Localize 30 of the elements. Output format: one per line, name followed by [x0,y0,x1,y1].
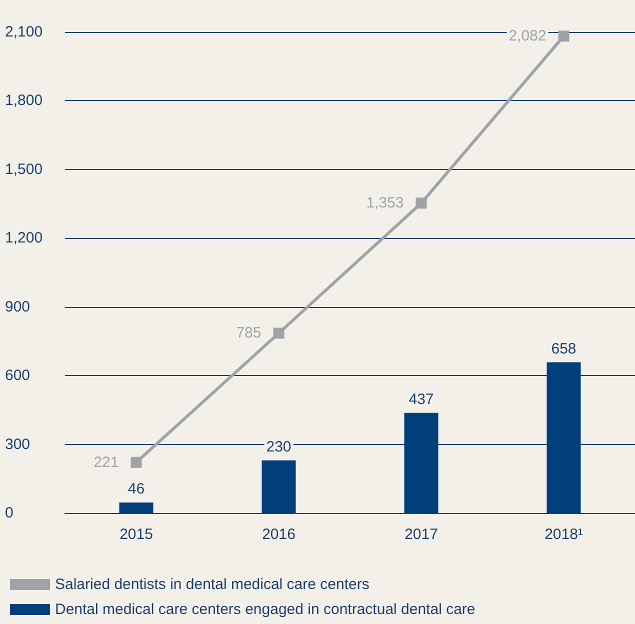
x-tick-label: 2018¹ [544,526,583,543]
point [273,328,284,339]
legend-label: Salaried dentists in dental medical care centers [55,576,370,593]
y-tick-label: 1,800 [5,92,43,110]
data-label: 658 [551,340,576,358]
bar [404,412,438,513]
bar [119,502,154,513]
data-label: 221 [94,454,119,471]
data-label: 1,353 [366,194,404,212]
y-tick-label: 2,100 [5,24,43,40]
point [416,198,427,209]
y-tick-label: 300 [5,436,30,453]
y-tick-label: 1,200 [5,230,43,247]
point [130,456,142,468]
x-tick-label: 2016 [262,526,296,543]
point [558,30,570,42]
y-tick-label: 600 [5,367,30,384]
legend-label: Dental medical care centers engaged in contractual dental care [55,601,476,618]
data-label: 785 [236,324,262,342]
y-tick-label: 900 [5,298,30,316]
data-label: 437 [408,390,434,408]
x-tick-label: 2015 [120,526,153,543]
data-label: 230 [266,438,292,456]
bar [546,362,581,513]
data-label: 46 [128,480,145,498]
bar [262,460,296,513]
x-tick-label: 2017 [404,526,438,543]
data-label: 2,082 [508,28,546,45]
y-tick-label: 0 [5,504,14,522]
y-tick-label: 1,500 [5,160,43,178]
